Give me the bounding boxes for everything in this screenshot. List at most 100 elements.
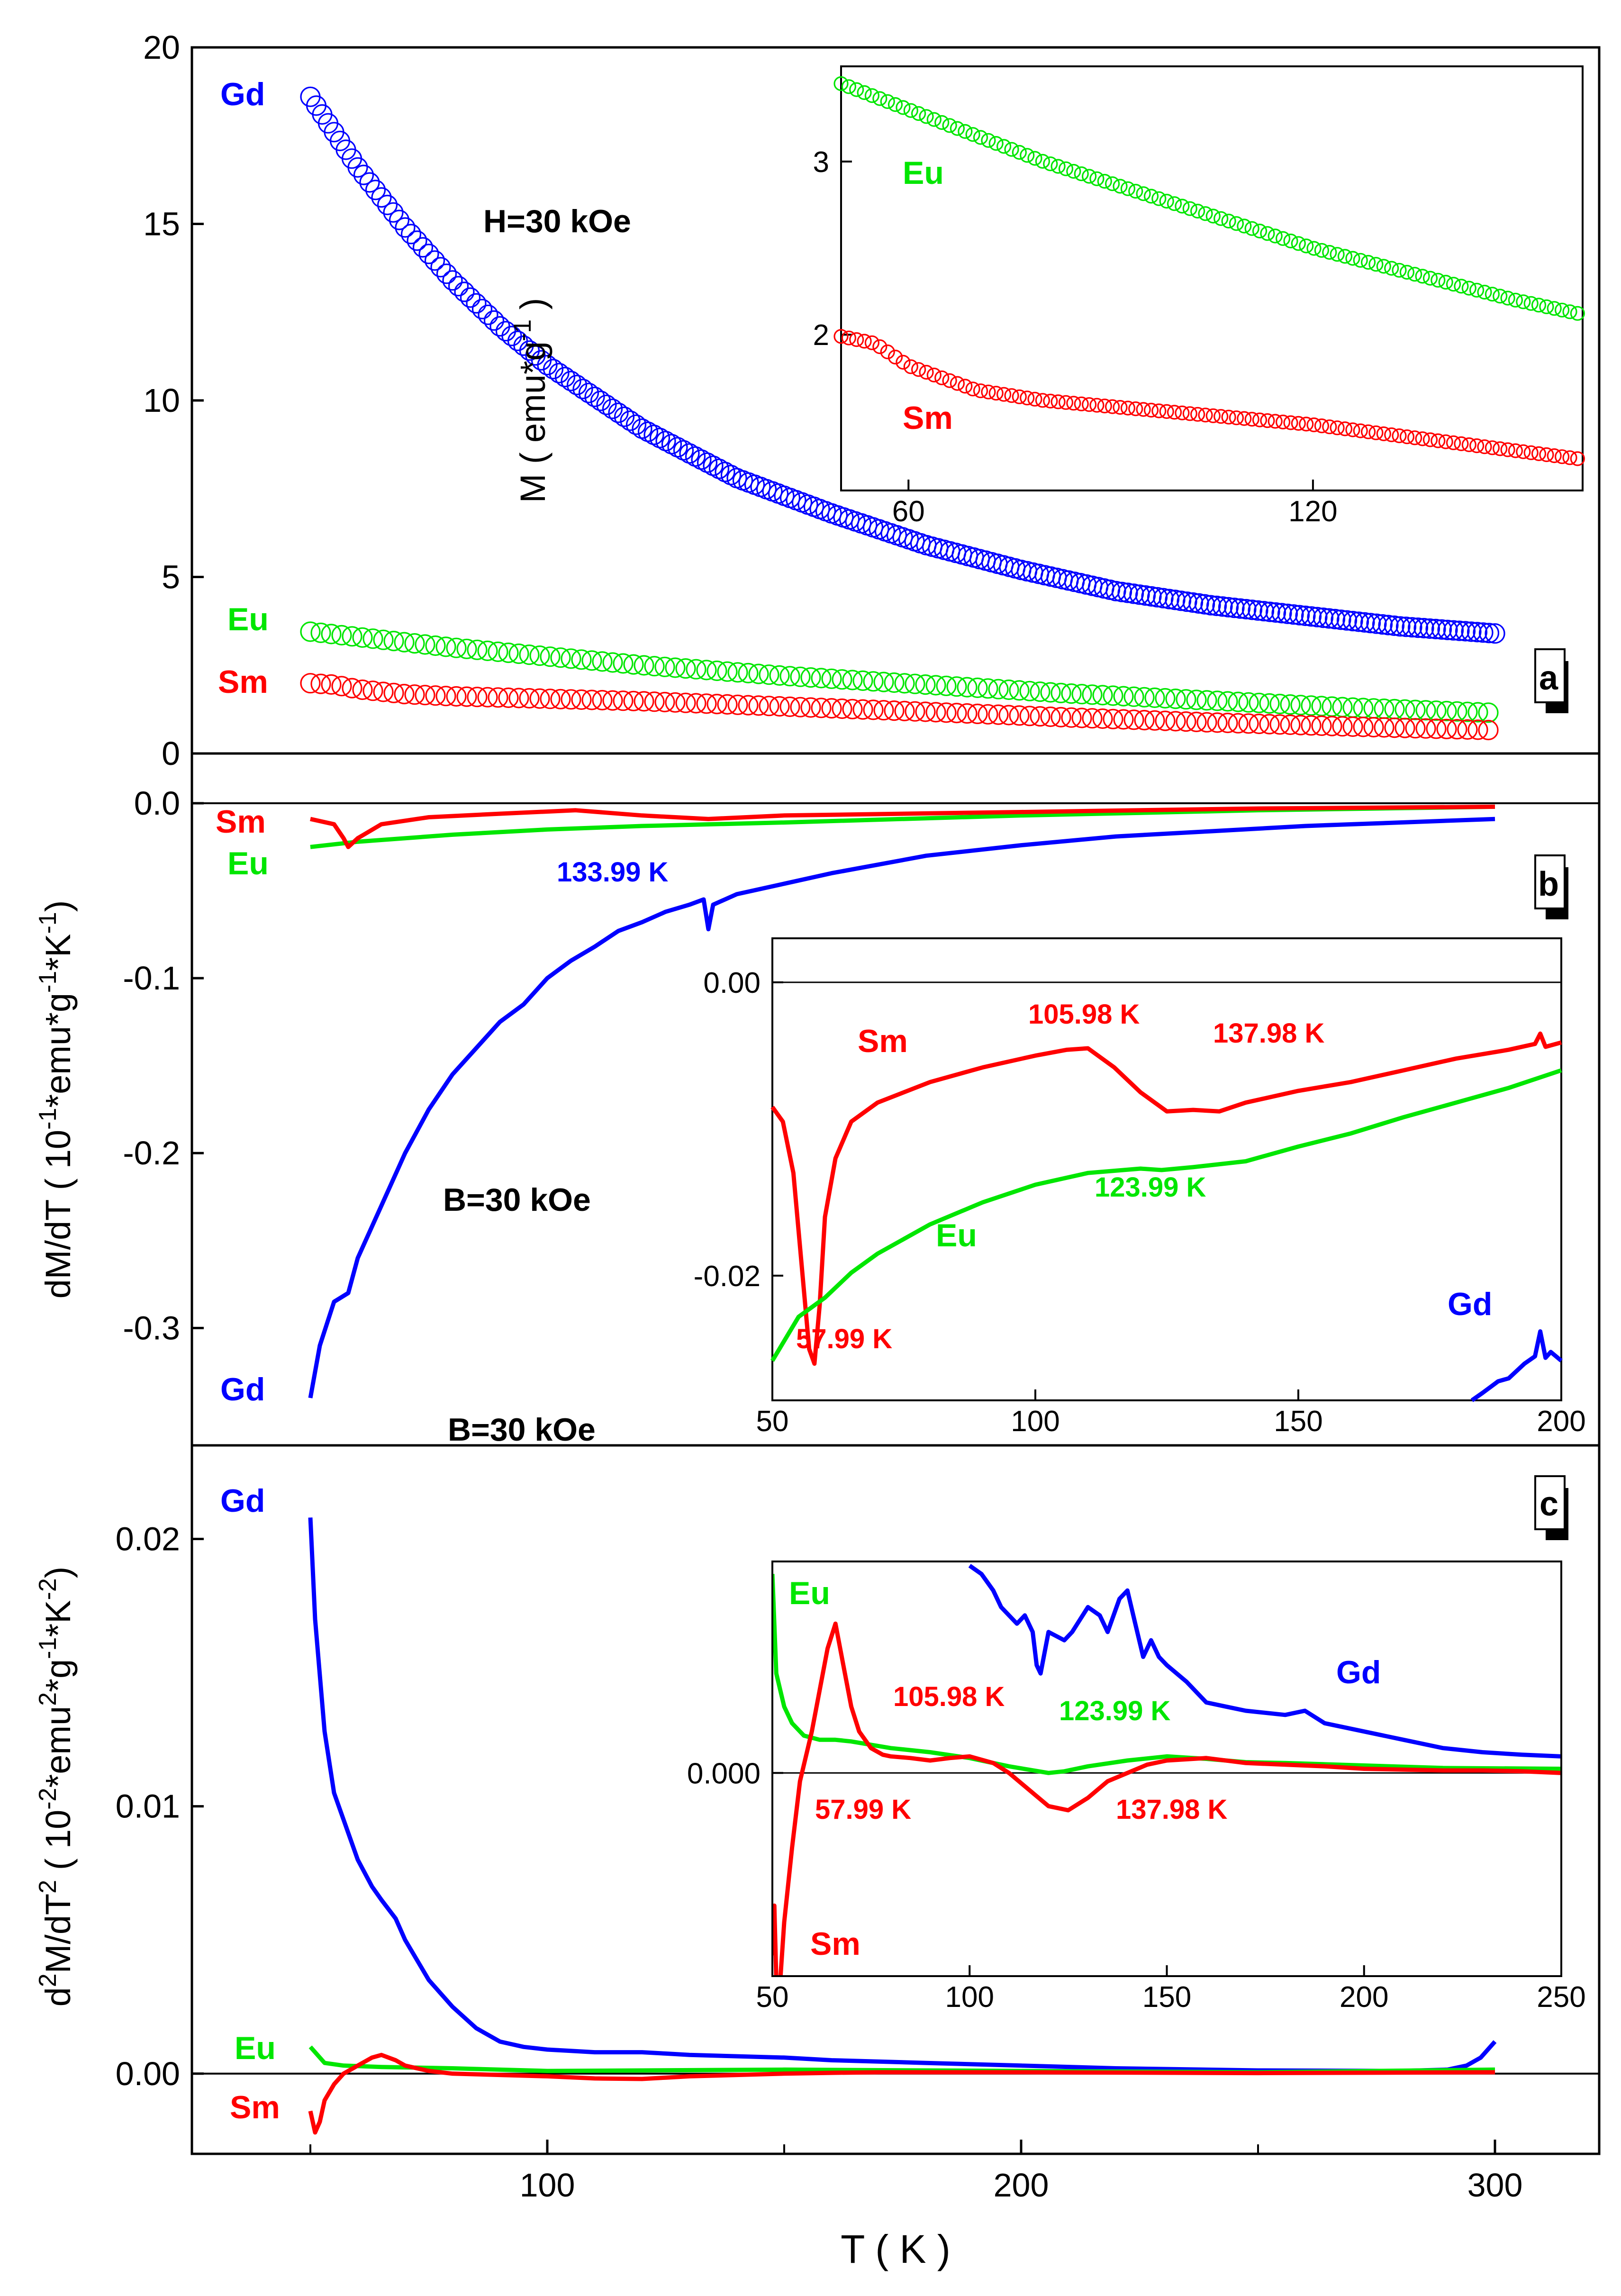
panel-a-sm-point-106	[1405, 718, 1426, 739]
panel-a-eu-point-23	[540, 646, 561, 667]
panel-a-sm-point-62	[946, 702, 967, 724]
panel-a-eu-point-86	[1196, 690, 1217, 711]
panel-a-sm-point-45	[769, 696, 790, 717]
panel-a-inset-sm-point-68	[1361, 424, 1376, 439]
panel-a-gd-point-162	[1259, 601, 1280, 622]
panel-a-gd-point-47	[578, 382, 599, 403]
panel-b-inset-label-eu: Eu	[936, 1217, 977, 1253]
panel-a-eu-point-91	[1249, 692, 1269, 713]
panel-a-sm-point-85	[1186, 711, 1207, 733]
panel-a-inset-eu-point-60	[1299, 238, 1314, 254]
panel-a-eu-point-9	[394, 632, 415, 653]
panel-a-eu-point-29	[602, 652, 623, 673]
panel-a-inset-sm-point-38	[1128, 401, 1143, 417]
panel-a-eu-point-107	[1415, 700, 1436, 721]
panel-a-gd-point-150	[1188, 593, 1209, 614]
panel-a-inset-sm-point-58	[1283, 415, 1298, 430]
panel-a-inset-sm-point-79	[1446, 435, 1461, 450]
panel-a-eu-point-61	[936, 675, 957, 696]
panel-b-ytick-label-3: 0.0	[134, 785, 180, 822]
panel-a-eu-point-41	[727, 662, 748, 683]
svg-text:a: a	[1539, 659, 1558, 697]
panel-b-inset-label-sm: Sm	[858, 1023, 908, 1059]
panel-a-gd-point-15	[389, 209, 410, 230]
panel-a-sm-point-33	[644, 691, 665, 712]
panel-c-series-label-gd: Gd	[220, 1483, 265, 1519]
panel-a-sm-point-14	[446, 686, 467, 707]
panel-a-inset-eu-point-29	[1058, 161, 1074, 176]
panel-a-eu-point-81	[1144, 687, 1165, 708]
panel-a-inset-sm-point-4	[864, 335, 880, 350]
panel-a-gd-point-200	[1485, 623, 1505, 644]
panel-a-sm-point-5	[352, 679, 373, 700]
panel-a-sm-point-77	[1103, 708, 1123, 729]
panel-a-inset-eu-point-90	[1531, 298, 1547, 313]
panel-a-inset-eu-point-45	[1182, 201, 1197, 216]
panel-a-gd-point-183	[1384, 615, 1405, 636]
panel-a-inset-eu-point-44	[1175, 199, 1190, 214]
panel-a-sm-point-36	[675, 692, 696, 713]
panel-a-inset-eu-point-10	[911, 106, 926, 121]
panel-a-sm-point-44	[759, 696, 779, 717]
panel-a-sm-point-22	[529, 688, 550, 709]
panel-a-eu-point-92	[1259, 693, 1280, 714]
panel-a-inset-sm-point-23	[1012, 389, 1027, 404]
panel-a-eu-point-60	[925, 675, 946, 696]
panel-a-sm-point-37	[686, 693, 706, 714]
panel-a-eu-point-112	[1467, 702, 1488, 723]
panel-a-inset-sm-point-72	[1392, 428, 1407, 444]
panel-a-gd-point-59	[649, 427, 670, 448]
panel-a-gd-point-177	[1348, 611, 1369, 632]
panel-a-gd-point-188	[1413, 617, 1434, 639]
panel-a-inset-eu-point-64	[1330, 247, 1345, 262]
panel-a-sm-point-53	[852, 699, 873, 720]
panel-a-gd-point-14	[383, 202, 404, 223]
panel-a-gd-point-198	[1473, 622, 1494, 643]
panel-a-gd-point-69	[708, 458, 730, 479]
panel-a-inset-eu-point-79	[1446, 277, 1461, 292]
panel-a-inset-sm-point-1	[841, 330, 857, 345]
panel-a-inset-sm-point-17	[965, 381, 980, 397]
panel-a-gd-point-41	[543, 359, 564, 380]
panel-a-eu-point-46	[779, 666, 800, 687]
panel-b-inset-xtick-label-3: 200	[1537, 1405, 1585, 1438]
panel-a-gd-point-169	[1301, 606, 1322, 627]
panel-a-inset-sm-point-69	[1368, 425, 1384, 440]
panel-a-gd-point-149	[1182, 592, 1204, 613]
panel-a-sm-point-3	[331, 676, 352, 697]
x-axis-title: T ( K )	[841, 2227, 951, 2271]
panel-a-gd-point-151	[1194, 594, 1215, 615]
panel-a-sm-point-89	[1228, 713, 1249, 734]
svg-text:c: c	[1539, 1485, 1558, 1523]
panel-a-eu-point-55	[873, 672, 894, 692]
panel-a-inset-sm-point-61	[1306, 417, 1322, 433]
panel-a-eu-point-22	[529, 645, 550, 666]
panel-a-eu-point-26	[571, 649, 592, 670]
panel-a-series-label-eu: Eu	[227, 601, 269, 637]
panel-a-sm-point-94	[1280, 714, 1301, 735]
panel-a-inset-eu-point-27	[1043, 156, 1058, 172]
panel-a-eu-point-89	[1228, 691, 1249, 712]
panel-a-gd-point-52	[608, 402, 629, 423]
panel-a-sm-point-4	[342, 678, 362, 699]
panel-a-inset-sm-point-33	[1089, 398, 1105, 413]
panel-a-eu-point-67	[998, 679, 1019, 700]
panel-a-eu-point-83	[1165, 688, 1186, 709]
panel-a-eu-point-85	[1186, 690, 1207, 710]
panel-a-sm-point-79	[1123, 709, 1144, 730]
panel-a-gd-point-11	[365, 180, 386, 200]
panel-a-gd-point-18	[407, 230, 427, 251]
panel-a-field-annotation: H=30 kOe	[483, 203, 631, 239]
panel-a-gd-point-144	[1153, 588, 1174, 608]
panel-a-eu-point-39	[706, 660, 727, 681]
panel-a-sm-point-11	[415, 685, 435, 706]
panel-a-inset-sm-point-49	[1213, 409, 1229, 424]
panel-a-inset-sm-point-16	[958, 379, 973, 394]
panel-c-inset-label-eu: Eu	[789, 1575, 830, 1611]
panel-a-gd-point-24	[442, 270, 463, 291]
panel-a-inset-sm-point-3	[857, 334, 872, 349]
panel-a-eu-point-57	[894, 673, 915, 694]
panel-a-gd-point-138	[1117, 582, 1138, 603]
panel-a-inset-sm-point-81	[1461, 437, 1476, 453]
panel-a-gd-point-156	[1224, 598, 1245, 618]
